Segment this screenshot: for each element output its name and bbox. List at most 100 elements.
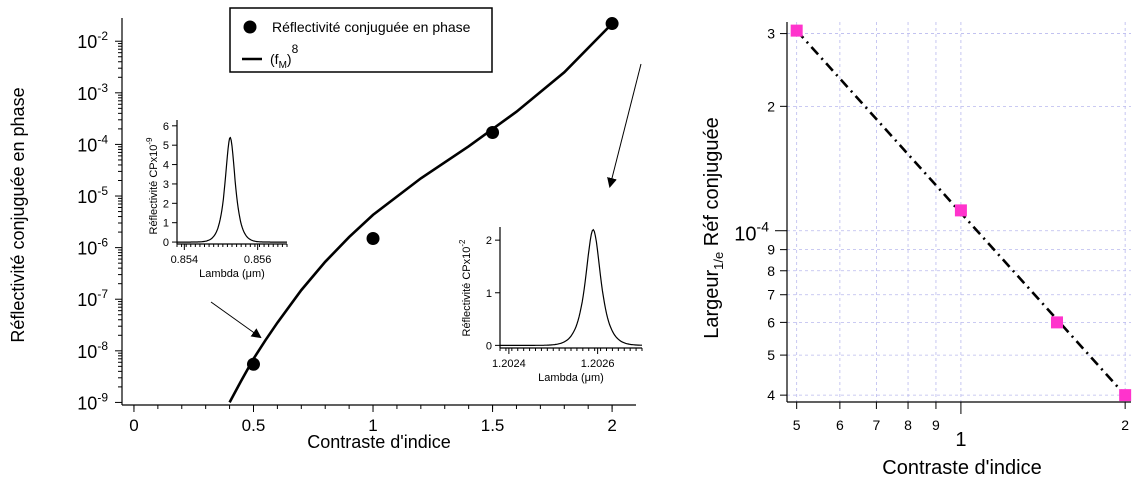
y-tick-exponent: -2 [97, 29, 108, 43]
data-point [605, 17, 619, 31]
inset-y-tick-label: 3 [163, 179, 169, 191]
inset-y-tick-label: 6 [163, 121, 169, 133]
y-tick-label: 10-6 [77, 236, 108, 259]
inset-x-label: Lambda (μm) [199, 268, 265, 280]
inset-x-tick-label: 0.854 [171, 254, 199, 266]
inset-x-tick-label: 0.856 [244, 254, 272, 266]
y-axis-label: Largeur1/e Réf conjuguée [701, 117, 726, 339]
data-point [1050, 316, 1063, 329]
inset-x-label-base: Lambda ( [538, 372, 585, 384]
y-tick-label: 10-4 [77, 132, 108, 155]
y-tick-exponent: -6 [97, 236, 108, 250]
x-axis-label: Contraste d'indice [882, 457, 1041, 479]
y-tick-exponent: -4 [97, 132, 108, 146]
x-tick-label: 1 [368, 416, 377, 435]
inset-y-tick-label: 4 [163, 160, 169, 172]
inset-1: 0.854 0.856 0 1 2 3 4 5 6 Lambda (μm) Réflectivité… [145, 120, 288, 280]
inset2-arrow [607, 63, 642, 188]
inset-y-label: Réflectivité CPx10-2 [458, 239, 473, 337]
inset-y-tick-label: 5 [163, 140, 169, 152]
y-tick-label: 10-9 [77, 390, 108, 413]
y-tick-base: 10 [77, 290, 97, 310]
x-tick-label: 6 [836, 417, 844, 433]
y-tick-base: 10 [77, 32, 97, 52]
y-tick-label: 10-2 [77, 29, 108, 52]
x-tick-label: 9 [932, 417, 940, 433]
y-tick-label: 4 [767, 387, 775, 403]
data-point [790, 24, 803, 37]
y-tick-label: 3 [767, 26, 775, 42]
data-point [954, 204, 967, 217]
y-tick-label: 9 [767, 242, 775, 258]
inset-x-label-unit: μ [585, 372, 591, 384]
data-point [1119, 389, 1132, 402]
legend-curve-close: ) [287, 51, 292, 67]
inset-y-label-base: Réflectivité CPx10 [148, 145, 160, 235]
y-tick-label: 10-4 [734, 219, 769, 246]
x-tick-label: 0.5 [242, 416, 266, 435]
legend-curve-base: (f [270, 51, 279, 67]
legend-curve-sup: 8 [292, 42, 299, 56]
data-point [246, 357, 260, 371]
legend-curve-label: (fM)8 [270, 42, 299, 71]
y-axis-label: Réflectivité conjuguée en phase [8, 87, 28, 342]
inset-x-label-base: Lambda ( [199, 268, 246, 280]
y-tick-label: 8 [767, 263, 775, 279]
y-tick-label: 10-7 [77, 287, 108, 310]
x-axis-label: Contraste d'indice [307, 432, 451, 452]
y-tick-exponent: -3 [97, 81, 108, 95]
inset-x-label-close: m) [252, 268, 265, 280]
inset-x-label-unit: μ [246, 268, 252, 280]
y-axis-label-base: Largeur [701, 270, 723, 339]
x-tick-label: 8 [904, 417, 912, 433]
inset-y-tick-label: 1 [163, 218, 169, 230]
inset-y-label-base: Réflectivité CPx10 [461, 247, 473, 337]
inset-spectrum-curve [500, 228, 642, 346]
y-tick-base: 10 [77, 393, 97, 413]
inset-y-tick-label: 0 [486, 340, 492, 352]
x-tick-label: 2 [607, 416, 616, 435]
y-tick-exponent: -7 [97, 287, 108, 301]
y-tick-exponent: -4 [757, 219, 770, 235]
inset-x-tick-label: 1.2026 [581, 358, 615, 370]
inset-y-label-sup: -2 [458, 239, 467, 247]
fm8-curve [228, 22, 614, 404]
inset-x-tick-label: 1.2024 [492, 358, 526, 370]
x-tick-label: 5 [793, 417, 801, 433]
y-tick-base: 10 [77, 84, 97, 104]
y-tick-label: 10-3 [77, 81, 108, 104]
inset-2: 1.2024 1.2026 0 1 2 Lambda (μm) Réflectivité C… [458, 227, 643, 384]
inset1-arrow [210, 301, 262, 339]
legend-curve-sub: M [279, 60, 287, 71]
inset-y-label-sup: -9 [145, 137, 154, 145]
inset-spectrum-curve [177, 136, 287, 243]
left-chart: 0 0.5 1 1.5 210-910-810-710-610-510-410-310-… [8, 7, 643, 452]
x-tick-label: 7 [872, 417, 880, 433]
y-tick-base: 10 [77, 187, 97, 207]
data-point [486, 126, 500, 140]
y-tick-base: 10 [77, 135, 97, 155]
inset-y-tick-label: 2 [486, 235, 492, 247]
y-tick-label: 10-5 [77, 184, 108, 207]
inset-y-label: Réflectivité CPx10-9 [145, 137, 160, 235]
y-tick-exponent: -5 [97, 184, 108, 198]
inset-x-label: Lambda (μm) [538, 372, 604, 384]
legend-points-label: Réflectivité conjuguée en phase [272, 19, 471, 35]
y-tick-base: 10 [77, 239, 97, 259]
y-tick-exponent: -9 [97, 390, 108, 404]
y-tick-base: 10 [77, 342, 97, 362]
data-point [366, 232, 380, 246]
y-tick-base: 10 [734, 224, 756, 246]
y-tick-label: 6 [767, 314, 775, 330]
legend-point-marker [243, 20, 257, 34]
inset-y-tick-label: 2 [163, 198, 169, 210]
legend-box [229, 7, 493, 73]
x-tick-label: 2 [1121, 417, 1129, 433]
y-tick-label: 2 [767, 98, 775, 114]
x-tick-label: 1 [955, 429, 966, 451]
inset-y-tick-label: 0 [163, 237, 169, 249]
y-tick-label: 7 [767, 287, 775, 303]
y-axis-label-sub: 1/e [711, 252, 726, 270]
